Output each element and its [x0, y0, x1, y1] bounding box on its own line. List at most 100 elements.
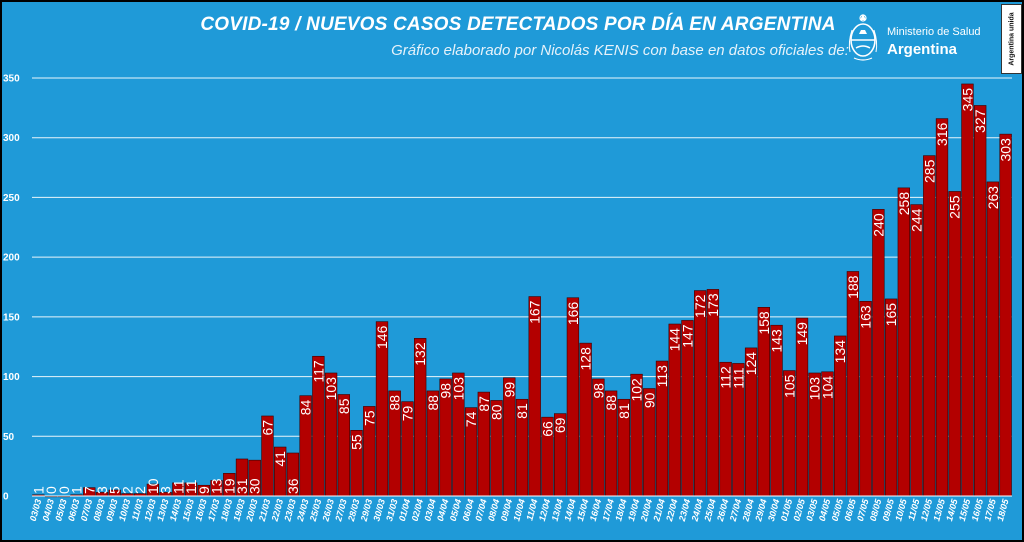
y-tick-label: 150: [3, 312, 20, 323]
bar-value-label: 88: [603, 395, 619, 411]
bar: [528, 296, 541, 497]
bar-value-label: 103: [450, 377, 466, 401]
bar-value-label: 80: [489, 404, 505, 420]
bar-value-label: 13: [209, 478, 225, 494]
bar-value-label: 117: [310, 360, 326, 383]
bar: [884, 298, 898, 497]
bar-value-label: 69: [552, 417, 568, 433]
chart-subtitle: Gráfico elaborado por Nicolás KENIS con …: [391, 42, 849, 59]
bar-value-label: 103: [807, 377, 823, 401]
chart-title: COVID-19 / NUEVOS CASOS DETECTADOS POR D…: [200, 14, 836, 35]
y-tick-label: 50: [3, 432, 15, 443]
bar-value-label: 345: [959, 88, 975, 112]
bar-value-label: 258: [896, 192, 912, 216]
bar-value-label: 147: [679, 324, 695, 348]
bar: [974, 105, 987, 497]
bar-value-label: 165: [883, 303, 899, 327]
bar-value-label: 55: [349, 434, 365, 450]
argentina-unida-badge: Argentina unida: [1001, 4, 1022, 74]
bar-value-label: 7: [81, 486, 97, 494]
argentina-seal-icon: [848, 14, 878, 61]
bar-value-label: 113: [654, 365, 670, 388]
bar-value-label: 244: [909, 208, 925, 232]
bar-value-label: 90: [641, 392, 657, 408]
bar-value-label: 263: [985, 186, 1001, 210]
bar-value-label: 87: [476, 396, 492, 412]
bar-value-label: 5: [107, 486, 123, 494]
bar-value-label: 10: [145, 478, 161, 494]
bar-value-label: 255: [947, 195, 963, 219]
bar-value-label: 173: [705, 293, 721, 317]
bar-value-label: 2: [132, 486, 148, 494]
bar-value-label: 11: [170, 479, 186, 494]
y-tick-label: 0: [3, 492, 9, 503]
bar-value-label: 3: [158, 486, 174, 494]
bar-value-label: 0: [43, 486, 59, 494]
bar-value-label: 240: [870, 213, 886, 237]
ministerio-salud-logo: Ministerio de Salud Argentina: [846, 10, 996, 66]
bar: [859, 301, 872, 497]
bar-value-label: 98: [590, 383, 606, 399]
bar: [566, 297, 580, 497]
y-tick-label: 300: [3, 133, 20, 144]
bar: [948, 191, 961, 497]
bar-value-label: 285: [921, 159, 937, 183]
bar-value-label: 158: [756, 311, 772, 335]
bar-value-label: 149: [794, 322, 810, 346]
bar-value-label: 88: [387, 395, 403, 411]
bar-value-label: 134: [832, 340, 848, 364]
bar-value-label: 36: [285, 478, 301, 494]
bar-value-label: 3: [94, 486, 110, 494]
y-tick-label: 350: [3, 74, 20, 85]
bar-value-label: 98: [438, 383, 454, 399]
bar: [910, 204, 923, 497]
bar: [935, 118, 949, 497]
bar-value-label: 85: [336, 398, 352, 414]
bar-value-label: 144: [667, 328, 683, 352]
bar-value-label: 327: [972, 109, 988, 133]
bar-value-label: 84: [298, 399, 314, 415]
bar-value-label: 88: [425, 395, 441, 411]
bar-value-label: 11: [183, 479, 199, 494]
bar-value-label: 2: [119, 486, 135, 494]
y-tick-label: 100: [3, 372, 20, 383]
logo-ministry-label: Ministerio de Salud: [887, 26, 981, 38]
bar-value-label: 163: [858, 305, 874, 329]
bar: [961, 83, 974, 497]
bar-value-label: 112: [718, 366, 734, 389]
bar-value-label: 166: [565, 302, 581, 326]
bar-value-label: 1: [69, 486, 85, 494]
logo-country-label: Argentina: [887, 41, 958, 58]
bar: [706, 289, 720, 497]
bar-value-label: 143: [769, 329, 785, 353]
bar-value-label: 31: [234, 478, 250, 494]
bar-value-label: 9: [196, 486, 212, 494]
bar-value-label: 103: [323, 377, 339, 401]
bar-value-label: 30: [247, 478, 263, 494]
bar-value-label: 67: [259, 420, 275, 436]
bar-value-label: 74: [463, 411, 479, 427]
bar-value-label: 1: [30, 486, 46, 494]
bar-value-label: 0: [56, 486, 72, 494]
bar-value-label: 167: [527, 300, 543, 324]
bar-value-label: 66: [539, 421, 555, 437]
bar: [923, 155, 936, 497]
bar-value-label: 124: [743, 352, 759, 376]
bar-value-label: 111: [730, 367, 746, 388]
bar-value-label: 316: [934, 122, 950, 146]
bar-value-label: 132: [412, 342, 428, 366]
bar-value-label: 128: [578, 347, 594, 371]
bar-value-label: 75: [361, 410, 377, 426]
bar: [999, 133, 1012, 497]
y-tick-label: 250: [3, 193, 20, 204]
bar-value-label: 303: [998, 138, 1014, 162]
bar-value-label: 105: [781, 374, 797, 398]
bar-value-label: 99: [501, 382, 517, 398]
bar-value-label: 146: [374, 325, 390, 349]
bar: [872, 209, 885, 497]
bar-value-label: 102: [629, 378, 645, 402]
bar: [846, 271, 860, 497]
bar: [694, 290, 707, 497]
bar-value-label: 104: [819, 376, 835, 400]
